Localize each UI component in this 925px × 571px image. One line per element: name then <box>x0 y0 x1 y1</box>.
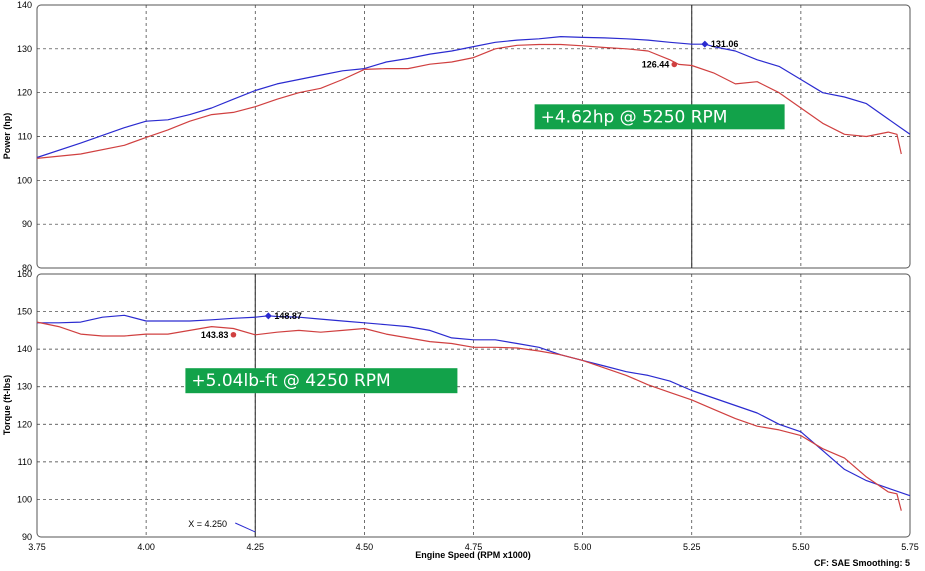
x-tick-label: 5.75 <box>901 542 919 552</box>
y-tick-label: 100 <box>17 494 32 504</box>
y-tick-label: 130 <box>17 382 32 392</box>
x-tick-label: 3.75 <box>28 542 46 552</box>
series-line-0 <box>37 314 911 497</box>
marker-point <box>671 61 678 68</box>
y-axis-title: Power (hp) <box>2 113 12 160</box>
marker-point <box>230 331 237 338</box>
annotation-box <box>534 104 785 130</box>
x-tick-label: 5.25 <box>683 542 701 552</box>
y-tick-label: 110 <box>18 457 32 467</box>
y-tick-label: 90 <box>22 532 32 542</box>
y-tick-label: 120 <box>17 419 32 429</box>
x-tick-label: 5.50 <box>792 542 810 552</box>
y-axis-title: Torque (ft-lbs) <box>2 375 12 435</box>
x-axis-title: Engine Speed (RPM x1000) <box>415 550 531 560</box>
series-line-0 <box>36 35 911 159</box>
y-tick-label: 150 <box>17 307 32 317</box>
y-tick-label: 120 <box>17 88 32 98</box>
y-tick-label: 110 <box>18 132 32 142</box>
marker-label: 131.06 <box>711 39 739 49</box>
footer-text: CF: SAE Smoothing: 5 <box>814 558 910 568</box>
x-tick-label: 4.50 <box>356 542 374 552</box>
annotation-box <box>185 368 458 394</box>
series-line-1 <box>36 43 902 159</box>
y-tick-label: 140 <box>17 344 32 354</box>
annotation-text: +4.62hp @ 5250 RPM <box>541 107 728 127</box>
x-tick-label: 4.75 <box>465 542 483 552</box>
marker-label: 148.87 <box>274 311 302 321</box>
cursor-label: X = 4.250 <box>188 519 227 529</box>
cursor-pointer-line <box>235 522 256 533</box>
y-tick-label: 140 <box>17 0 32 10</box>
y-tick-label: 80 <box>22 263 32 273</box>
marker-point <box>264 312 272 320</box>
y-tick-label: 100 <box>17 175 32 185</box>
x-tick-label: 4.00 <box>137 542 155 552</box>
marker-label: 126.44 <box>642 59 670 69</box>
torque-panel: 90 100 110 120 130 140 150 160 3.75 4.00 4.25 4.50 4… <box>2 269 919 552</box>
x-tick-label: 5.00 <box>574 542 592 552</box>
annotation-text: +5.04lb-ft @ 4250 RPM <box>191 371 390 391</box>
marker-point <box>701 40 709 48</box>
power-panel: 80 90 100 110 120 130 140 131.06 126.44 +4.62hp @… <box>2 0 911 273</box>
y-tick-label: 160 <box>17 269 32 279</box>
marker-label: 143.83 <box>201 330 229 340</box>
y-tick-label: 130 <box>17 44 32 54</box>
x-tick-label: 4.25 <box>246 542 264 552</box>
series-line-1 <box>36 321 902 511</box>
y-tick-label: 90 <box>22 219 32 229</box>
